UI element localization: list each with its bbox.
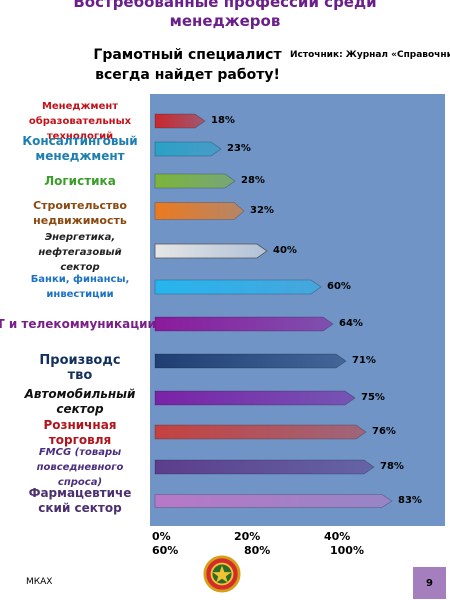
slide-title: Востребованные профессии среди менеджеро… — [73, 0, 377, 30]
value-label: 75% — [361, 392, 385, 403]
category-label: Консалтинговый менеджмент — [22, 134, 138, 163]
category-label: Фармацевтиче ский сектор — [28, 486, 132, 515]
emblem-logo — [203, 555, 241, 593]
value-label: 60% — [327, 281, 351, 292]
category-label: Энергетика, нефтегазовый сектор — [38, 231, 122, 273]
slide-subtitle: Грамотный специалист всегда найдет работ… — [93, 47, 282, 83]
footer-org: МКАХ — [26, 577, 53, 587]
tick-label: 40% — [324, 530, 351, 543]
value-label: 28% — [241, 175, 265, 186]
value-label: 76% — [372, 426, 396, 437]
value-label: 18% — [211, 115, 235, 126]
value-label: 78% — [380, 461, 404, 472]
tick-label: 60% — [152, 544, 179, 557]
category-label: Производс тво — [39, 353, 121, 383]
tick-label: 100% — [330, 544, 364, 557]
value-label: 64% — [339, 318, 363, 329]
category-label: FMCG (товары повседневного спроса) — [36, 446, 124, 488]
value-label: 23% — [227, 143, 251, 154]
page-number: 9 — [413, 567, 446, 599]
tick-label: 80% — [244, 544, 271, 557]
category-label: Логистика — [44, 173, 116, 188]
plot-area — [150, 94, 445, 526]
category-label: Банки, финансы, инвестиции — [30, 274, 130, 300]
value-label: 40% — [273, 245, 297, 256]
tick-label: 20% — [234, 530, 261, 543]
category-label: IT и телекоммуникации — [0, 316, 156, 331]
value-label: 83% — [398, 495, 422, 506]
value-label: 32% — [250, 205, 274, 216]
category-label: Автомобильный сектор — [24, 387, 136, 416]
category-label: Строительство недвижимость — [33, 199, 127, 227]
category-label: Менеджмент образовательных технологий — [28, 100, 132, 142]
value-label: 71% — [352, 355, 376, 366]
category-label: Розничная торговля — [43, 418, 117, 447]
tick-label: 0% — [152, 530, 171, 543]
source-note: Источник: Журнал «Справочник кадро — [290, 50, 450, 60]
